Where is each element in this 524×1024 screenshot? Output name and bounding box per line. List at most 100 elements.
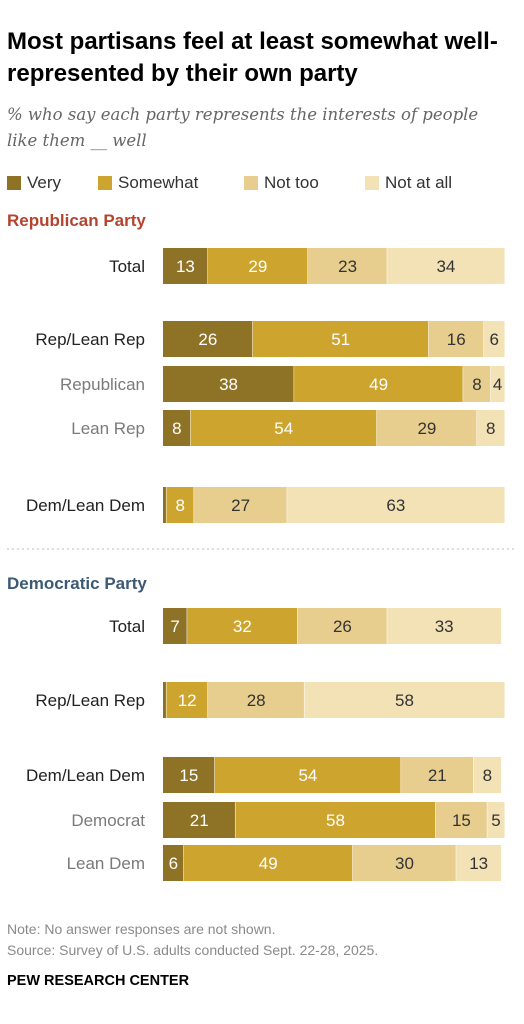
- bar-segment-not-too: [307, 248, 388, 284]
- row-label: Democrat: [71, 811, 145, 830]
- bar-segment-not-too: [463, 366, 491, 402]
- value-label-not-too: 16: [447, 330, 466, 349]
- bar-segment-not-at-all: [483, 321, 505, 357]
- bar-segment-very: [163, 366, 295, 402]
- bar-segment-not-at-all: [476, 410, 505, 446]
- row-label: Rep/Lean Rep: [35, 691, 145, 710]
- value-label-not-at-all: 8: [483, 766, 492, 785]
- value-label-not-at-all: 8: [486, 419, 495, 438]
- value-label-somewhat: 8: [176, 496, 185, 515]
- value-label-not-at-all: 58: [395, 691, 414, 710]
- bar-segment-very: [163, 608, 188, 644]
- value-label-not-too: 29: [417, 419, 436, 438]
- value-label-somewhat: 58: [326, 811, 345, 830]
- row-label: Rep/Lean Rep: [35, 330, 145, 349]
- bar-segment-not-at-all: [387, 608, 502, 644]
- bar-segment-not-too: [207, 682, 305, 718]
- bar-segment-very: [163, 802, 236, 838]
- row-label: Lean Dem: [67, 854, 145, 873]
- chart-legend: Very Somewhat Not too Not at all: [7, 172, 517, 194]
- value-label-somewhat: 12: [178, 691, 197, 710]
- chart-subtitle: % who say each party represents the inte…: [7, 105, 479, 150]
- value-label-not-too: 15: [452, 811, 471, 830]
- legend-swatch-somewhat: [98, 176, 112, 190]
- row-label: Dem/Lean Dem: [26, 766, 145, 785]
- bar-segment-somewhat: [235, 802, 436, 838]
- value-label-somewhat: 51: [331, 330, 350, 349]
- legend-item-not-at-all: Not at all: [365, 172, 452, 194]
- panel-title-republican: Republican Party: [7, 211, 146, 230]
- bar-segment-not-too: [297, 608, 388, 644]
- value-label-very: 38: [219, 375, 238, 394]
- row-label: Republican: [60, 375, 145, 394]
- value-label-somewhat: 54: [274, 419, 293, 438]
- value-label-not-at-all: 13: [469, 854, 488, 873]
- row-label: Total: [109, 257, 145, 276]
- row-label: Total: [109, 617, 145, 636]
- value-label-very: 21: [190, 811, 209, 830]
- value-label-not-at-all: 6: [489, 330, 498, 349]
- bar-segment-not-too: [435, 802, 488, 838]
- legend-item-somewhat: Somewhat: [98, 172, 198, 194]
- value-label-very: 6: [169, 854, 178, 873]
- bar-segment-very: [163, 757, 215, 793]
- bar-segment-somewhat: [166, 487, 195, 523]
- value-label-very: 15: [179, 766, 198, 785]
- legend-item-not-too: Not too: [244, 172, 319, 194]
- value-label-not-at-all: 4: [493, 375, 502, 394]
- row-label: Dem/Lean Dem: [26, 496, 145, 515]
- bar-segment-somewhat: [190, 410, 377, 446]
- pew-logo: PEW RESEARCH CENTER: [7, 973, 190, 989]
- value-label-very: 13: [176, 257, 195, 276]
- value-label-not-too: 26: [333, 617, 352, 636]
- bar-segment-somewhat: [207, 248, 308, 284]
- legend-label-very: Very: [27, 173, 62, 192]
- bar-segment-not-at-all: [473, 757, 502, 793]
- value-label-not-at-all: 33: [435, 617, 454, 636]
- row-label: Lean Rep: [71, 419, 145, 438]
- bar-segment-not-too: [376, 410, 477, 446]
- bar-segment-not-too: [428, 321, 484, 357]
- legend-label-not-too: Not too: [264, 173, 319, 192]
- value-label-not-at-all: 34: [436, 257, 455, 276]
- value-label-not-too: 30: [395, 854, 414, 873]
- value-label-very: 26: [198, 330, 217, 349]
- value-label-not-too: 23: [338, 257, 357, 276]
- chart-note: Note: No answer responses are not shown.: [7, 921, 276, 937]
- legend-label-not-at-all: Not at all: [385, 173, 453, 192]
- panel-title-democratic: Democratic Party: [7, 574, 147, 593]
- chart-title: Most partisans feel at least somewhat we…: [7, 28, 498, 87]
- value-label-somewhat: 32: [233, 617, 252, 636]
- bar-segment-not-at-all: [490, 366, 505, 402]
- bar-segment-not-too: [352, 845, 457, 881]
- bar-segment-not-too: [194, 487, 288, 523]
- bar-segment-somewhat: [183, 845, 353, 881]
- value-label-somewhat: 54: [298, 766, 317, 785]
- legend-item-very: Very: [7, 172, 61, 194]
- legend-label-somewhat: Somewhat: [118, 173, 199, 192]
- value-label-somewhat: 49: [369, 375, 388, 394]
- chart-source: Source: Survey of U.S. adults conducted …: [7, 942, 379, 958]
- bar-segment-not-at-all: [387, 248, 505, 284]
- bar-segment-somewhat: [187, 608, 298, 644]
- value-label-not-at-all: 63: [386, 496, 405, 515]
- value-label-not-too: 28: [247, 691, 266, 710]
- legend-swatch-not-at-all: [365, 176, 379, 190]
- bar-segment-not-at-all: [304, 682, 505, 718]
- value-label-somewhat: 29: [248, 257, 267, 276]
- bar-segment-very: [163, 248, 208, 284]
- bar-segment-very: [163, 682, 167, 718]
- bar-segment-very: [163, 487, 167, 523]
- legend-swatch-very: [7, 176, 21, 190]
- value-label-not-at-all: 5: [491, 811, 500, 830]
- bar-segment-not-at-all: [487, 802, 505, 838]
- value-label-not-too: 27: [231, 496, 250, 515]
- bar-segment-somewhat: [166, 682, 208, 718]
- bar-segment-somewhat: [214, 757, 402, 793]
- bar-segment-not-too: [401, 757, 474, 793]
- bar-segment-very: [163, 321, 253, 357]
- value-label-not-too: 8: [472, 375, 481, 394]
- value-label-very: 8: [172, 419, 181, 438]
- bar-segment-somewhat: [294, 366, 464, 402]
